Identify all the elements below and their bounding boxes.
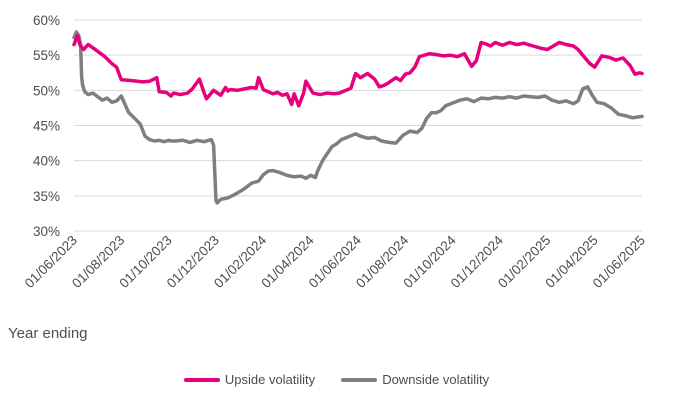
y-tick-label: 55% — [33, 48, 60, 63]
y-tick-label: 40% — [33, 154, 60, 169]
y-tick-label: 35% — [33, 189, 60, 204]
series-lines — [72, 30, 644, 205]
legend-item-upside: Upside volatility — [183, 372, 316, 387]
y-tick-label: 45% — [33, 119, 60, 134]
y-tick-label: 50% — [33, 83, 60, 98]
legend-swatch-upside — [183, 377, 220, 382]
legend: Upside volatility Downside volatility — [0, 372, 673, 387]
y-tick-label: 30% — [33, 224, 60, 239]
series-line-upside — [72, 33, 644, 108]
gridlines — [74, 19, 642, 232]
legend-label-downside: Downside volatility — [382, 372, 490, 387]
x-axis-title: Year ending — [8, 325, 88, 342]
y-tick-label: 60% — [33, 13, 60, 28]
legend-swatch-downside — [341, 377, 378, 382]
y-axis-ticks: 30% 35% 40% 45% 50% 55% 60% — [33, 13, 60, 239]
legend-item-downside: Downside volatility — [341, 372, 489, 387]
x-axis-ticks: 01/06/202301/08/202301/10/202301/12/2023… — [22, 232, 648, 291]
series-line-downside — [72, 30, 644, 205]
legend-label-upside: Upside volatility — [224, 372, 316, 387]
